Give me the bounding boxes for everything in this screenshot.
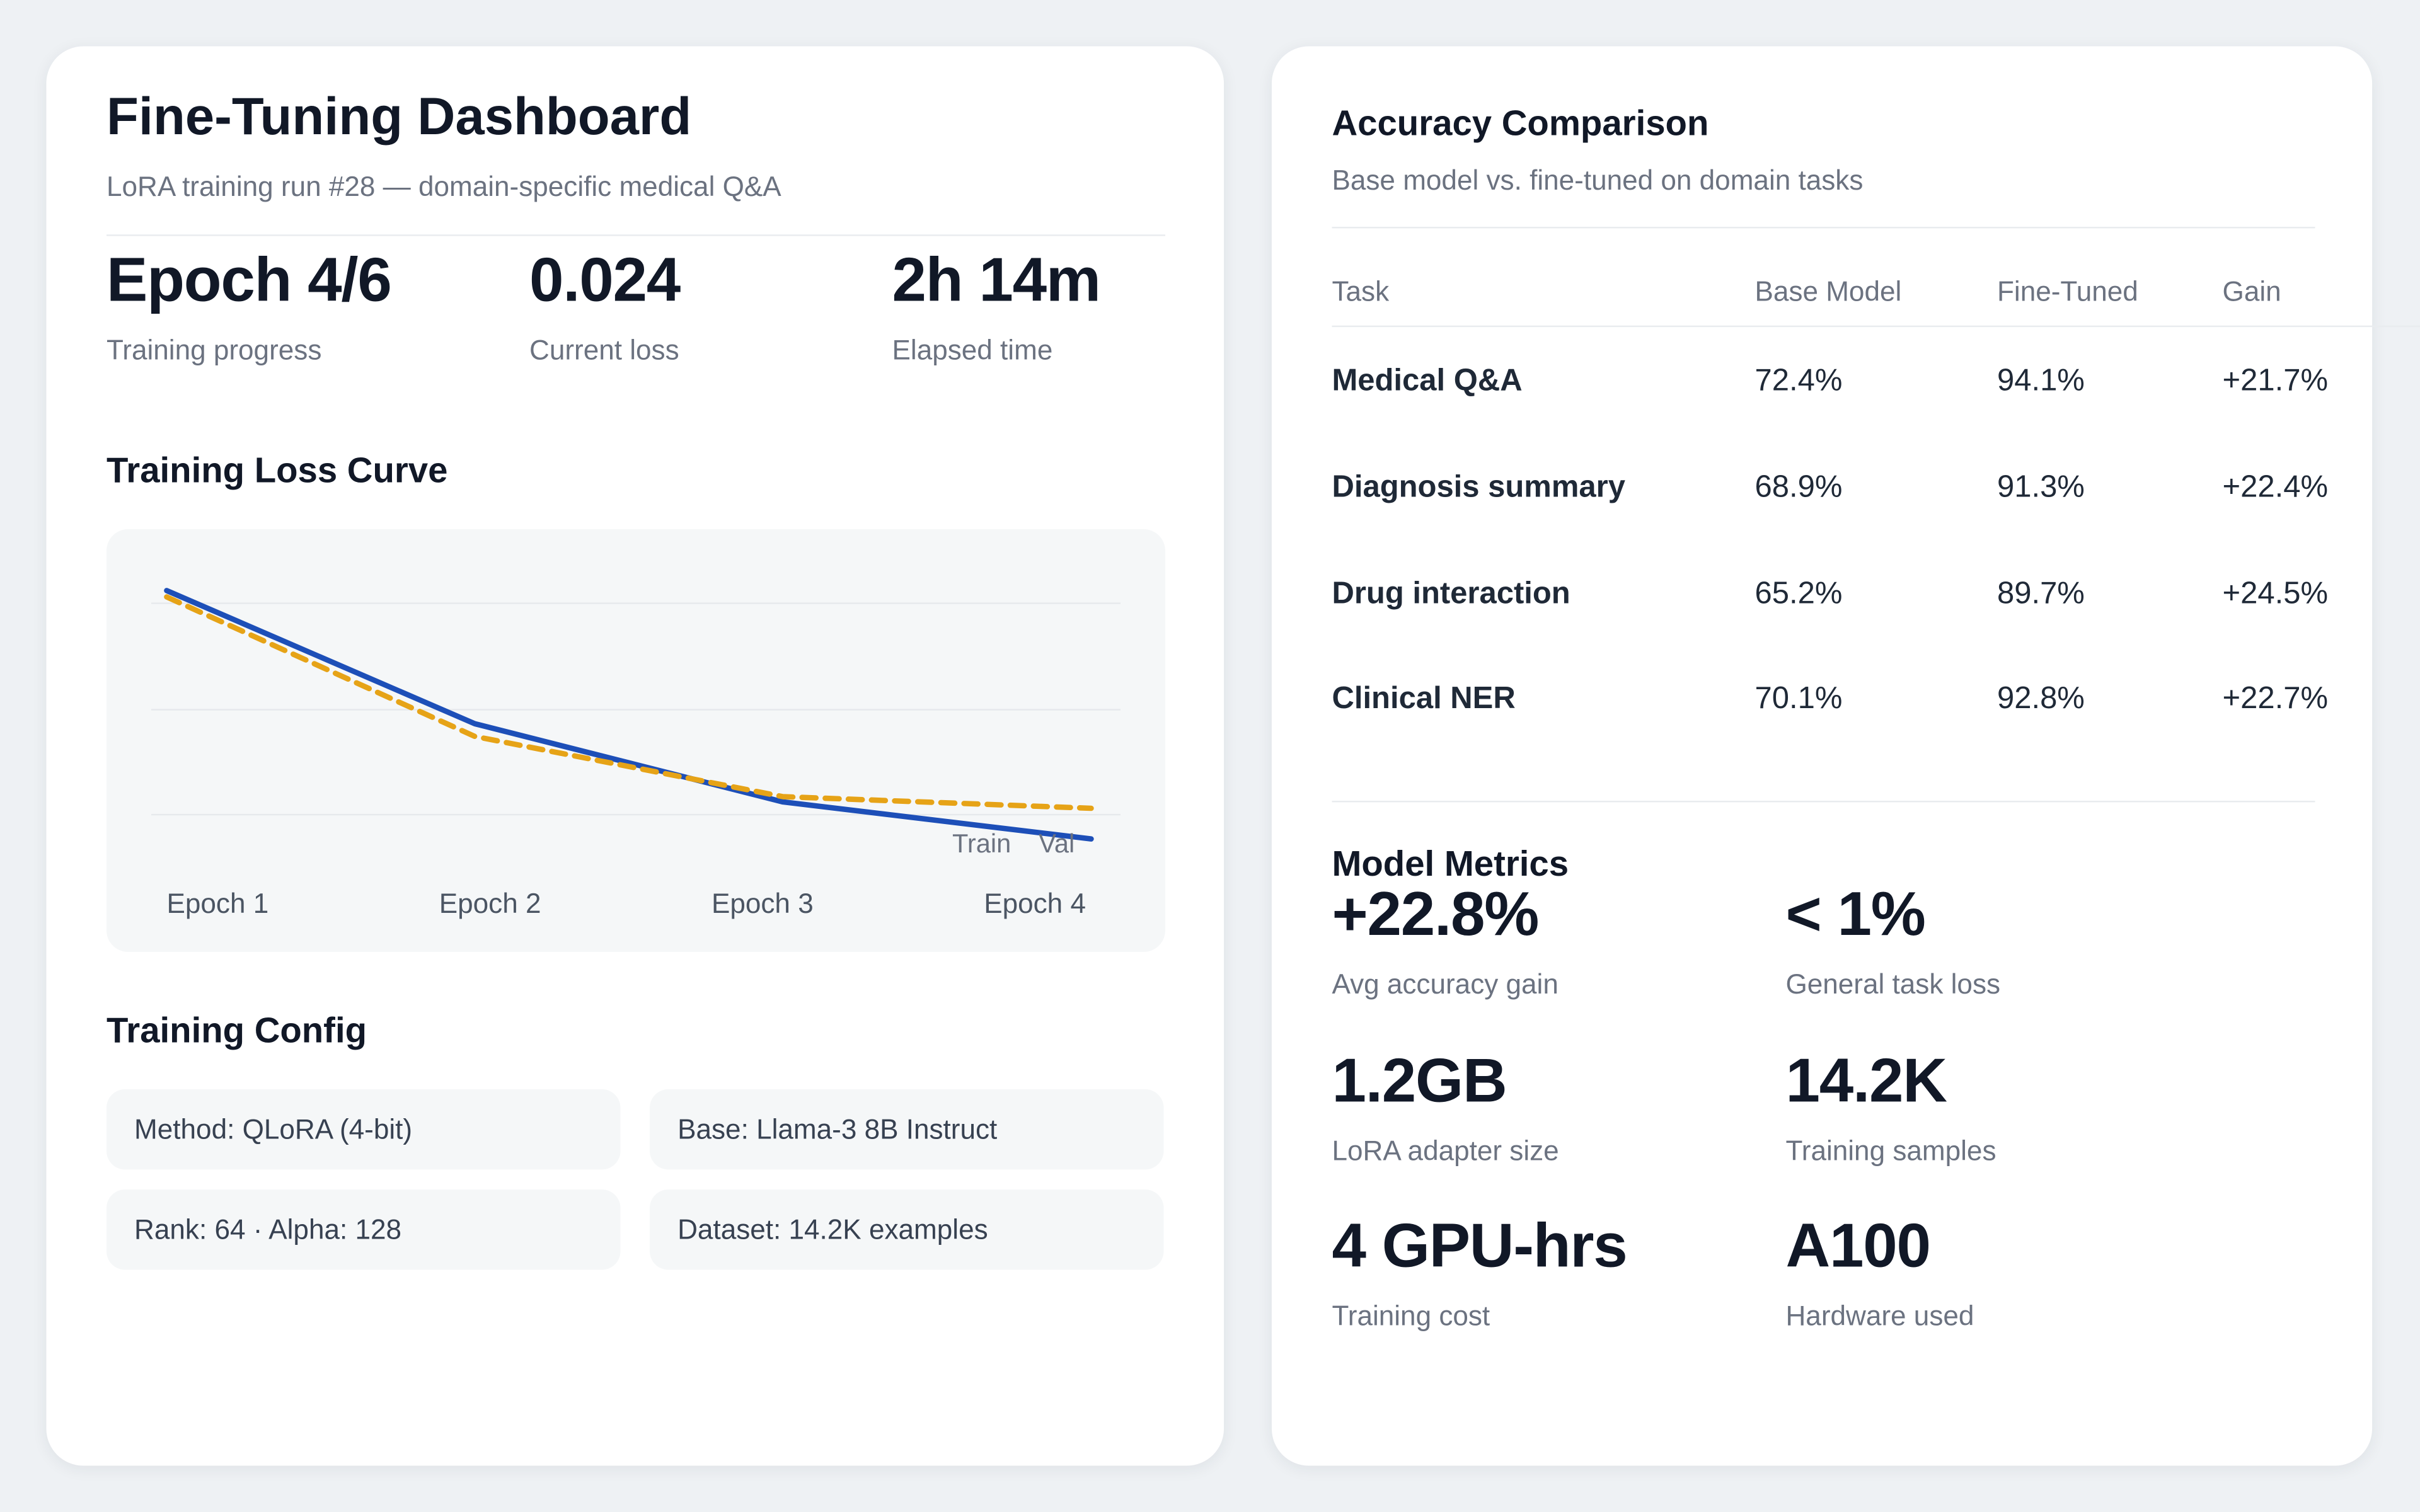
config-item: Rank: 64 · Alpha: 128	[134, 1214, 402, 1246]
table-cell: 89.7%	[1997, 576, 2085, 611]
column-header: Task	[1332, 276, 1390, 307]
table-cell: Medical Q&A	[1332, 364, 1523, 398]
table-cell: 91.3%	[1997, 470, 2085, 505]
config-box	[650, 1189, 1164, 1270]
x-tick-label: Epoch 3	[712, 888, 814, 919]
config-item: Dataset: 14.2K examples	[677, 1214, 988, 1246]
metric-value: A100	[1785, 1212, 1931, 1281]
column-header: Gain	[2222, 276, 2281, 307]
table-cell: Diagnosis summary	[1332, 470, 1625, 505]
metric-value: 4 GPU-hrs	[1332, 1212, 1627, 1281]
table-cell: 92.8%	[1997, 682, 2085, 716]
metric-value: < 1%	[1785, 881, 1925, 949]
config-title: Training Config	[106, 1009, 367, 1050]
config-box	[106, 1189, 621, 1270]
stat-value: Epoch 4/6	[106, 246, 392, 315]
loss-line	[164, 588, 1094, 842]
table-cell: +21.7%	[2222, 364, 2329, 398]
metric-label: Training samples	[1785, 1135, 1997, 1167]
legend-label: Train	[952, 828, 1011, 858]
accuracy-title: Accuracy Comparison	[1332, 102, 1709, 143]
table-cell: 70.1%	[1754, 682, 1843, 716]
chart-title: Training Loss Curve	[106, 449, 448, 490]
table-cell: +22.7%	[2222, 682, 2329, 716]
accuracy-subtitle: Base model vs. fine-tuned on domain task…	[1332, 165, 1864, 197]
table-cell: +24.5%	[2222, 576, 2329, 611]
table-cell: +22.4%	[2222, 470, 2329, 505]
legend-label: Val	[1039, 828, 1075, 858]
divider	[1332, 801, 2315, 803]
column-header: Base Model	[1754, 276, 1902, 307]
divider	[1332, 227, 2315, 229]
metric-label: Avg accuracy gain	[1332, 968, 1559, 1000]
metric-label: Hardware used	[1785, 1300, 1974, 1332]
config-box	[106, 1089, 621, 1170]
loss-line	[164, 594, 1094, 811]
metric-value: +22.8%	[1332, 881, 1539, 949]
metric-label: Training cost	[1332, 1300, 1490, 1332]
metric-value: 1.2GB	[1332, 1047, 1507, 1116]
table-cell: Drug interaction	[1332, 576, 1570, 611]
x-tick-label: Epoch 2	[439, 888, 541, 919]
subtitle: LoRA training run #28 — domain-specific …	[106, 171, 781, 202]
stat-value: 2h 14m	[892, 246, 1101, 315]
table-cell: 94.1%	[1997, 364, 2085, 398]
stat-label: Elapsed time	[892, 335, 1053, 366]
chart-background	[106, 529, 1165, 953]
table-cell: 68.9%	[1754, 470, 1843, 505]
x-tick-label: Epoch 1	[166, 888, 268, 919]
metrics-title: Model Metrics	[1332, 843, 1569, 884]
metric-label: General task loss	[1785, 968, 2001, 1000]
stat-label: Current loss	[529, 335, 679, 366]
accuracy-card	[1271, 46, 2373, 1466]
metric-value: 14.2K	[1785, 1047, 1947, 1116]
x-tick-label: Epoch 4	[984, 888, 1086, 919]
config-item: Method: QLoRA (4-bit)	[134, 1114, 413, 1145]
stat-label: Training progress	[106, 335, 322, 366]
config-box	[650, 1089, 1164, 1170]
config-item: Base: Llama-3 8B Instruct	[677, 1114, 998, 1145]
divider	[1332, 325, 2420, 328]
divider	[106, 234, 1165, 236]
table-cell: 65.2%	[1754, 576, 1843, 611]
table-cell: 72.4%	[1754, 364, 1843, 398]
column-header: Fine-Tuned	[1997, 276, 2138, 307]
metric-label: LoRA adapter size	[1332, 1135, 1559, 1167]
stat-value: 0.024	[529, 246, 681, 315]
title: Fine-Tuning Dashboard	[106, 88, 692, 147]
table-cell: Clinical NER	[1332, 682, 1516, 716]
